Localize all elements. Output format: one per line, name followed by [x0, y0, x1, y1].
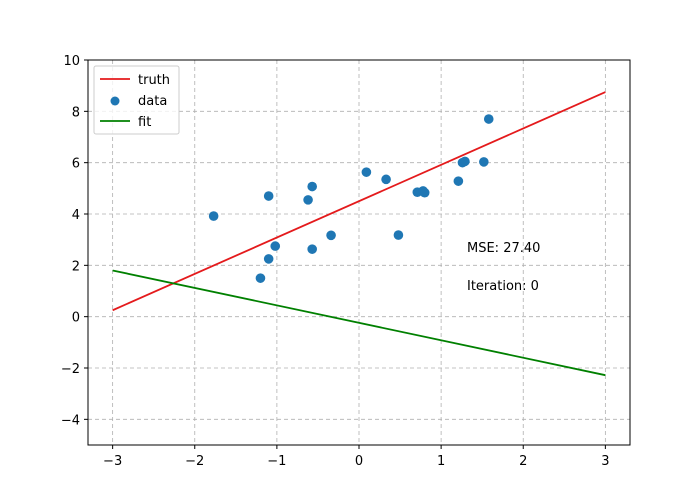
data-point	[361, 167, 372, 177]
data-point	[307, 181, 317, 192]
grid	[88, 59, 630, 445]
annotations: MSE: 27.40 Iteration: 0	[467, 241, 540, 294]
legend-label-fit: fit	[138, 115, 151, 130]
data-point	[479, 157, 489, 167]
data-point	[381, 174, 391, 185]
data-point	[255, 273, 266, 283]
y-tick-label: 8	[72, 105, 80, 120]
y-tick-label: 2	[72, 259, 80, 274]
x-tick-label: 1	[437, 454, 445, 469]
legend-label-data: data	[138, 94, 167, 109]
fit-line	[112, 269, 606, 377]
x-tick-label: 3	[601, 454, 609, 469]
data-point	[393, 230, 404, 240]
plot-series	[112, 91, 606, 377]
data-point	[263, 191, 274, 201]
y-tick-label: 10	[63, 54, 80, 69]
data-point	[483, 114, 494, 124]
legend: truth data fit	[93, 65, 180, 135]
data-point	[303, 195, 313, 205]
plot-frame	[87, 59, 631, 446]
legend-label-truth: truth	[138, 73, 170, 88]
data-point	[326, 230, 336, 241]
x-tick-label: 2	[519, 454, 527, 469]
x-tick-label: 0	[355, 454, 363, 469]
data-point	[453, 176, 464, 186]
y-tick-label: 4	[72, 208, 80, 223]
data-point	[208, 211, 219, 221]
data-point	[270, 241, 281, 251]
axis-ticks: −3 −2 −1 0 1 2 3 −4 −2 0 2 4 6 8 10	[61, 54, 610, 469]
y-tick-label: −2	[61, 362, 80, 377]
data-point	[419, 187, 430, 198]
x-tick-label: −3	[103, 454, 122, 469]
data-point	[460, 156, 470, 167]
data-point	[263, 254, 274, 264]
mse-annotation: MSE: 27.40	[467, 241, 540, 256]
x-tick-label: −1	[267, 454, 286, 469]
y-tick-label: 6	[72, 157, 80, 172]
y-tick-label: 0	[72, 311, 80, 326]
data-point	[307, 244, 317, 254]
legend-box	[93, 65, 180, 135]
x-tick-label: −2	[185, 454, 204, 469]
legend-swatch-data	[110, 96, 120, 106]
iteration-annotation: Iteration: 0	[467, 279, 539, 294]
y-tick-label: −4	[61, 413, 80, 428]
truth-line	[112, 91, 606, 312]
